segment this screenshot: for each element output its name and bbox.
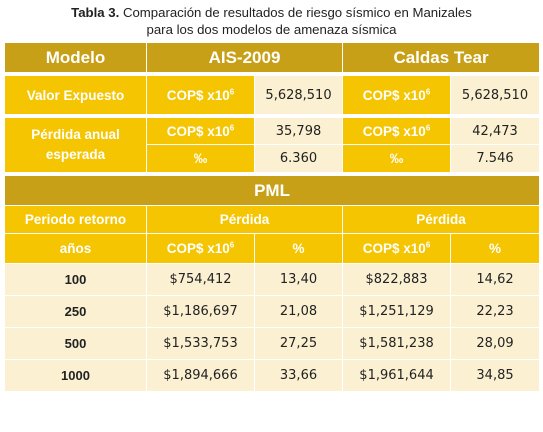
pml-a-pct: 13,40 [253, 263, 344, 296]
perdida-header-a: Pérdida [145, 205, 344, 234]
caption-text-1: Comparación de resultados de riesgo sísm… [122, 5, 472, 20]
unit-cop-exp: 6 [229, 123, 235, 132]
header-modelo: Modelo [4, 42, 147, 73]
table-row: 500 $1,533,753 27,25 $1,581,238 28,09 [4, 327, 541, 360]
periodo-value: 1000 [4, 359, 147, 392]
perdida-anual-label-1: Pérdida anual [31, 127, 120, 142]
pml-b-pct: 22,23 [450, 295, 541, 328]
valor-expuesto-label: Valor Expuesto [4, 75, 147, 115]
unit-cop-exp: 6 [425, 87, 431, 96]
unit-cop: COP$ x10 [166, 123, 230, 139]
periodo-value: 500 [4, 327, 147, 360]
unit-cop-cell: COP$ x106 [342, 117, 452, 145]
unit-cop-cell: COP$ x106 [146, 75, 255, 115]
pml-b-pct: 14,62 [450, 263, 541, 296]
pml-a-cop: $1,186,697 [146, 295, 255, 328]
caption-label: Tabla 3. [71, 5, 120, 20]
pml-b-cop: $822,883 [342, 263, 452, 296]
unit-percent: % [253, 233, 344, 264]
pml-a-cop: $1,533,753 [146, 327, 255, 360]
unit-cop-exp: 6 [425, 123, 431, 132]
perdida-anual-cop-row: Pérdida anual esperada COP$ x106 35,798 … [4, 117, 541, 173]
unit-cop-cell: COP$ x106 [342, 233, 452, 264]
anos-label: años [4, 233, 147, 264]
unit-cop: COP$ x10 [362, 241, 426, 256]
header-model-b: Caldas Tear [342, 42, 541, 73]
pml-b-cop: $1,581,238 [342, 327, 452, 360]
unit-cop-exp: 6 [229, 240, 235, 250]
pml-b-pct: 34,85 [450, 359, 541, 392]
perdida-header-b: Pérdida [342, 205, 541, 234]
unit-permil: ‰ [146, 144, 255, 173]
pml-title-row: PML [3, 175, 541, 206]
periodo-value: 250 [4, 295, 147, 328]
unit-cop-cell: COP$ x106 [342, 75, 452, 115]
pml-a-cop: $1,894,666 [146, 359, 255, 392]
unit-cop: COP$ x10 [166, 241, 230, 256]
pml-a-pct: 33,66 [253, 359, 344, 392]
risk-comparison-table: Modelo AIS-2009 Caldas Tear Valor Expues… [3, 42, 541, 392]
table-caption: Tabla 3. Comparación de resultados de ri… [0, 0, 543, 42]
pml-header-row: Periodo retorno Pérdida Pérdida [4, 205, 541, 234]
valor-expuesto-a: 5,628,510 [253, 75, 344, 115]
header-model-a: AIS-2009 [145, 42, 344, 73]
pml-b-pct: 28,09 [450, 327, 541, 360]
unit-percent: % [450, 233, 541, 264]
perdida-anual-permil-row: ‰ 6.360 ‰ 7.546 [5, 144, 541, 173]
pml-b-cop: $1,961,644 [342, 359, 452, 392]
perdida-anual-permil-b: 7.546 [450, 144, 541, 173]
perdida-anual-label: Pérdida anual esperada [4, 117, 147, 173]
perdida-anual-label-2: esperada [45, 147, 106, 162]
table-row: 1000 $1,894,666 33,66 $1,961,644 34,85 [4, 359, 541, 392]
pml-b-cop: $1,251,129 [342, 295, 452, 328]
pml-a-pct: 27,25 [253, 327, 344, 360]
header-row: Modelo AIS-2009 Caldas Tear [4, 42, 541, 73]
unit-cop-cell: COP$ x106 [146, 117, 255, 145]
perdida-anual-cop-a: 35,798 [253, 117, 344, 145]
pml-a-pct: 21,08 [253, 295, 344, 328]
pml-title: PML [3, 175, 541, 206]
unit-cop: COP$ x10 [362, 123, 426, 139]
valor-expuesto-row: Valor Expuesto COP$ x106 5,628,510 COP$ … [4, 75, 541, 115]
unit-cop-cell: COP$ x106 [146, 233, 255, 264]
unit-cop: COP$ x10 [362, 87, 426, 103]
caption-line-1: Tabla 3. Comparación de resultados de ri… [0, 4, 543, 21]
unit-cop: COP$ x10 [166, 87, 230, 103]
periodo-retorno-label: Periodo retorno [4, 205, 147, 234]
periodo-value: 100 [4, 263, 147, 296]
unit-permil: ‰ [342, 144, 452, 173]
table-row: 100 $754,412 13,40 $822,883 14,62 [4, 263, 541, 296]
valor-expuesto-b: 5,628,510 [450, 75, 541, 115]
perdida-anual-cop-b: 42,473 [450, 117, 541, 145]
pml-a-cop: $754,412 [146, 263, 255, 296]
unit-cop-exp: 6 [229, 87, 235, 96]
unit-cop-exp: 6 [425, 240, 431, 250]
perdida-anual-permil-a: 6.360 [253, 144, 344, 173]
table-row: 250 $1,186,697 21,08 $1,251,129 22,23 [4, 295, 541, 328]
pml-units-row: años COP$ x106 % COP$ x106 % [4, 233, 541, 264]
caption-line-2: para los dos modelos de amenaza sísmica [146, 22, 397, 37]
